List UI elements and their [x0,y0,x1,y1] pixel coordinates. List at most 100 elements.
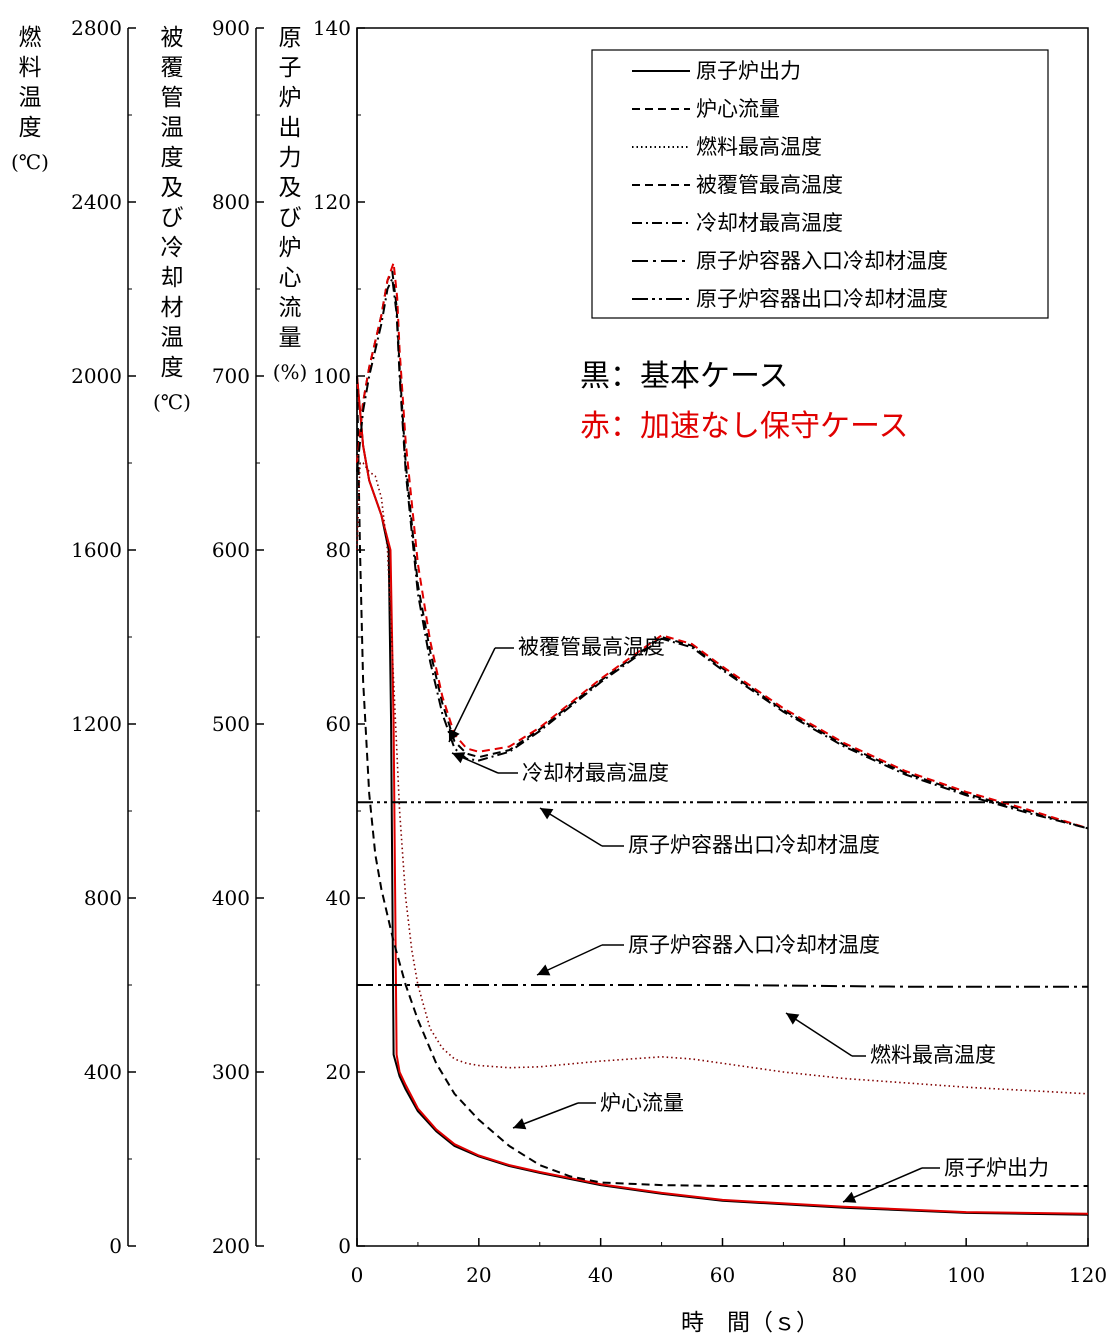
callout-arrowhead [540,808,554,820]
y-axis-label-char: 炉 [279,85,302,111]
y-axis-label-char: 流 [279,295,302,321]
y-axis-label-char: 度 [161,145,184,171]
y-tick-label: 20 [326,1060,351,1084]
callout-arrowhead [448,728,460,742]
y-tick-label: 120 [313,190,351,214]
y-tick-label: 600 [212,538,250,562]
y-tick-label: 800 [84,886,122,910]
plot-frame: 0 20 40 60 80 100 120 時 間（ｓ） [351,27,1107,1336]
y-tick-label: 1200 [71,712,122,736]
x-tick-label: 120 [1069,1263,1107,1287]
y-axis-label-char: 材 [161,295,184,321]
callout: 被覆管最高温度 [448,635,665,743]
legend-entry: 炉心流量 [696,97,780,121]
callout: 原子炉容器出口冷却材温度 [539,807,880,857]
callout-label: 燃料最高温度 [870,1043,996,1067]
callout-leader [539,807,603,847]
y-tick-label: 900 [212,16,250,40]
legend-entry: 燃料最高温度 [696,135,822,159]
y-axis-label-char: 心 [279,265,302,291]
y-tick-label: 0 [338,1234,351,1258]
callout: 冷却材最高温度 [451,752,669,785]
x-tick-label: 0 [351,1263,364,1287]
callout-arrowhead [537,964,551,976]
y-tick-label: 2400 [71,190,122,214]
y-tick-label: 2800 [71,16,122,40]
y-axis-label-char: 力 [279,145,302,171]
x-tick-label: 20 [466,1263,491,1287]
y-axis-label-char: 冷 [161,235,184,261]
y-tick-label: 60 [326,712,351,736]
y-axis-label-char: 管 [161,85,184,111]
y-tick-label: 2000 [71,364,122,388]
y-axis-label-char: 温 [19,85,42,111]
series-line [356,375,1089,1215]
y-tick-label: 700 [212,364,250,388]
legend-entry: 原子炉容器入口冷却材温度 [696,249,948,273]
y-axis-label-char: 量 [279,325,302,351]
x-tick-label: 40 [588,1263,613,1287]
y-axis-label-char: び [161,205,184,231]
y-axis-unit: (%) [273,360,308,384]
y-axis-label-char: 及 [279,175,302,201]
legend-entry: 冷却材最高温度 [696,211,843,235]
y-tick-label: 400 [212,886,250,910]
y-tick-label: 400 [84,1060,122,1084]
y-axis-label-char: 炉 [279,235,302,261]
y-axis-label-char: 却 [161,265,184,291]
case-note: 赤：加速なし保守ケース [580,409,909,444]
legend-box [591,49,1049,319]
legend-entry: 被覆管最高温度 [696,173,843,197]
y-tick-label: 200 [212,1234,250,1258]
x-tick-label: 60 [710,1263,735,1287]
axes-layer: 040080012001600200024002800燃料温度(℃)200300… [11,16,365,1258]
y-axis-label-char: 度 [161,355,184,381]
callout-leader [448,647,496,743]
y-tick-label: 40 [326,886,351,910]
callout-label: 炉心流量 [600,1091,684,1115]
callout: 原子炉出力 [842,1156,1049,1203]
y-tick-label: 500 [212,712,250,736]
callout-arrowhead [513,1118,527,1130]
x-tick-label: 80 [832,1263,857,1287]
callout: 燃料最高温度 [785,1012,996,1067]
series-layer [356,261,1089,1216]
y-tick-label: 80 [326,538,351,562]
series-line [356,261,1089,830]
callout: 炉心流量 [512,1091,684,1130]
y-axis-label-char: 出 [279,115,302,141]
y-axis-label-char: 覆 [161,55,184,81]
callout-label: 原子炉容器入口冷却材温度 [628,933,880,957]
y-axis-label-char: 子 [279,55,302,81]
callout-arrowhead [843,1191,857,1203]
y-axis-label-char: 温 [161,115,184,141]
y-axis-label-char: び [279,205,302,231]
y-axis-label-char: 原 [279,25,302,51]
y-tick-label: 140 [313,16,351,40]
y-axis-label-char: 度 [19,115,42,141]
callout-label: 冷却材最高温度 [522,761,669,785]
y-tick-label: 0 [109,1234,122,1258]
callout-layer: 被覆管最高温度冷却材最高温度原子炉容器出口冷却材温度原子炉容器入口冷却材温度燃料… [448,635,1049,1203]
y-tick-label: 800 [212,190,250,214]
callout-leader [785,1012,853,1057]
callout-label: 原子炉出力 [944,1156,1049,1180]
y-axis-label-char: 燃 [19,25,42,51]
callout-label: 被覆管最高温度 [518,635,665,659]
series-line [356,462,1089,1095]
legend-entry: 原子炉容器出口冷却材温度 [696,287,948,311]
legend-entry: 原子炉出力 [696,59,801,83]
y-axis-label-char: 料 [19,55,42,81]
callout-arrowhead [786,1013,800,1025]
y-axis-label-char: 温 [161,325,184,351]
y-tick-label: 1600 [71,538,122,562]
callout-label: 原子炉容器出口冷却材温度 [628,833,880,857]
case-note: 黒：基本ケース [580,359,789,394]
x-axis-label: 時 間（ｓ） [681,1310,819,1336]
y-axis-unit: (℃) [153,390,191,414]
